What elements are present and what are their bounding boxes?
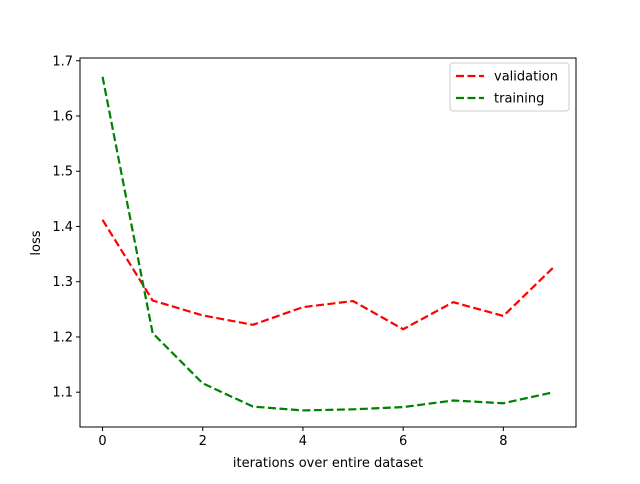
x-tick-label: 0 — [98, 434, 106, 449]
plot-marks — [101, 76, 555, 412]
y-tick-label: 1.5 — [52, 165, 73, 180]
axis-ticks: 0 2 4 6 8 1.1 1.2 1.3 1.4 1.5 1.6 1.7 — [52, 54, 507, 449]
x-tick-label: 2 — [199, 434, 207, 449]
x-tick-label: 8 — [499, 434, 507, 449]
x-axis-label: iterations over entire dataset — [233, 456, 423, 471]
x-tick-label: 4 — [299, 434, 307, 449]
legend-label-training: training — [494, 92, 544, 107]
y-tick-label: 1.3 — [52, 275, 73, 290]
legend-label-validation: validation — [494, 70, 558, 85]
y-tick-label: 1.6 — [52, 110, 73, 125]
y-tick-label: 1.7 — [52, 54, 73, 69]
series-line-validation — [101, 219, 555, 331]
y-tick-label: 1.4 — [52, 220, 73, 235]
y-tick-label: 1.2 — [52, 330, 73, 345]
y-tick-label: 1.1 — [52, 386, 73, 401]
legend: validation training — [449, 62, 570, 112]
series-line-training — [101, 76, 554, 412]
y-axis-label: loss — [29, 230, 44, 255]
x-tick-label: 6 — [399, 434, 407, 449]
plot-frame — [79, 57, 577, 428]
